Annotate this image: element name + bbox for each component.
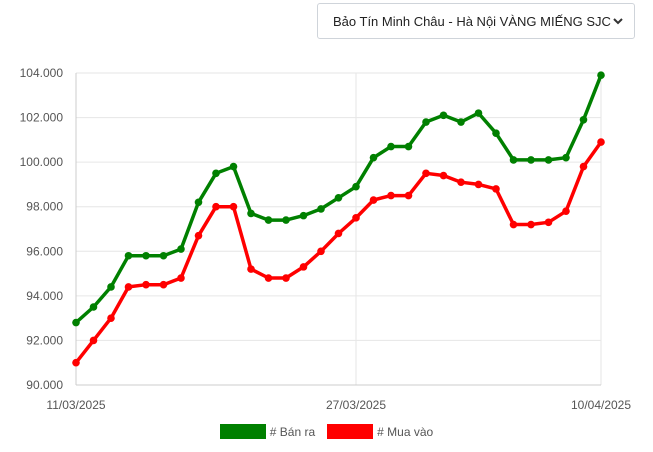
data-point-buy bbox=[72, 358, 80, 367]
data-point-buy bbox=[457, 178, 465, 186]
legend-swatch-sell bbox=[219, 424, 266, 439]
series-layer bbox=[72, 71, 605, 367]
data-point-sell bbox=[142, 251, 150, 260]
data-point-sell bbox=[562, 153, 570, 162]
legend-item-sell[interactable]: # Bán ra bbox=[219, 424, 316, 439]
data-point-buy bbox=[527, 220, 535, 229]
data-point-sell bbox=[387, 142, 395, 151]
x-tick-label: 27/03/2025 bbox=[326, 398, 386, 412]
data-point-buy bbox=[509, 220, 518, 229]
data-point-sell bbox=[352, 182, 360, 191]
data-point-sell bbox=[474, 109, 483, 117]
y-tick-label: 94.000 bbox=[26, 289, 63, 303]
data-point-sell bbox=[72, 318, 80, 327]
data-point-sell bbox=[124, 251, 133, 260]
data-point-sell bbox=[579, 116, 588, 124]
data-point-sell bbox=[212, 169, 220, 178]
legend-label-sell: # Bán ra bbox=[269, 424, 316, 439]
data-point-buy bbox=[107, 314, 115, 322]
data-point-buy bbox=[194, 231, 203, 240]
axes: 90.000 92.000 94.000 96.000 98.000 100.000 102… bbox=[20, 66, 632, 412]
data-point-buy bbox=[177, 274, 185, 282]
data-point-sell bbox=[159, 251, 168, 260]
legend: # Bán ra # Mua vào bbox=[0, 424, 653, 439]
chevron-down-icon bbox=[612, 15, 624, 27]
legend-label-buy: # Mua vào bbox=[377, 424, 434, 439]
legend-swatch-buy bbox=[327, 424, 374, 439]
y-tick-label: 98.000 bbox=[26, 200, 63, 214]
data-point-sell bbox=[527, 156, 535, 164]
data-point-sell bbox=[177, 245, 185, 253]
data-point-buy bbox=[352, 214, 360, 222]
data-point-sell bbox=[439, 111, 448, 120]
data-point-buy bbox=[474, 180, 483, 189]
x-tick-label: 11/03/2025 bbox=[46, 398, 105, 412]
data-point-sell bbox=[422, 118, 430, 126]
data-point-buy bbox=[124, 283, 133, 291]
data-point-buy bbox=[212, 202, 220, 211]
series-line-buy bbox=[74, 141, 603, 364]
store-select-value: Bảo Tín Minh Châu - Hà Nội VÀNG MIẾNG SJ… bbox=[333, 13, 611, 29]
data-point-sell bbox=[229, 162, 238, 171]
store-select[interactable]: Bảo Tín Minh Châu - Hà Nội VÀNG MIẾNG SJ… bbox=[317, 3, 635, 39]
y-tick-label: 90.000 bbox=[26, 378, 63, 392]
data-point-sell bbox=[492, 129, 500, 137]
data-point-sell bbox=[317, 205, 325, 213]
data-point-buy bbox=[264, 274, 273, 282]
data-point-buy bbox=[492, 185, 500, 193]
data-point-buy bbox=[229, 202, 238, 211]
data-point-sell bbox=[282, 216, 290, 224]
data-point-buy bbox=[159, 280, 168, 289]
y-tick-label: 92.000 bbox=[26, 333, 63, 347]
data-point-sell bbox=[334, 194, 343, 202]
data-point-buy bbox=[562, 207, 570, 215]
x-tick-label: 10/04/2025 bbox=[571, 398, 631, 412]
data-point-buy bbox=[369, 196, 378, 204]
data-point-buy bbox=[89, 336, 98, 345]
data-point-buy bbox=[247, 265, 255, 273]
price-line-chart: 90.000 92.000 94.000 96.000 98.000 100.000 102… bbox=[20, 66, 632, 412]
data-point-sell bbox=[509, 156, 518, 164]
data-point-buy bbox=[282, 274, 290, 282]
data-point-buy bbox=[142, 280, 150, 289]
data-point-buy bbox=[299, 263, 308, 271]
data-point-sell bbox=[194, 198, 203, 207]
y-tick-label: 100.000 bbox=[20, 155, 64, 169]
data-point-sell bbox=[369, 153, 378, 162]
data-point-buy bbox=[597, 138, 605, 146]
data-point-sell bbox=[89, 303, 98, 311]
data-point-sell bbox=[544, 156, 553, 164]
data-point-sell bbox=[247, 209, 255, 218]
data-point-sell bbox=[404, 142, 413, 151]
data-point-buy bbox=[334, 229, 343, 238]
data-point-buy bbox=[387, 191, 395, 200]
data-point-buy bbox=[422, 169, 430, 178]
data-point-buy bbox=[439, 171, 448, 180]
data-point-sell bbox=[597, 71, 605, 80]
data-point-buy bbox=[544, 218, 553, 227]
data-point-sell bbox=[107, 283, 115, 291]
data-point-sell bbox=[299, 211, 308, 220]
legend-item-buy[interactable]: # Mua vào bbox=[327, 424, 433, 439]
y-tick-label: 102.000 bbox=[20, 111, 64, 125]
data-point-buy bbox=[579, 162, 588, 171]
data-point-sell bbox=[264, 216, 273, 224]
grid bbox=[75, 72, 602, 386]
data-point-buy bbox=[404, 191, 413, 200]
y-tick-label: 96.000 bbox=[26, 244, 63, 258]
data-point-buy bbox=[317, 247, 325, 256]
y-tick-label: 104.000 bbox=[20, 66, 64, 80]
data-point-sell bbox=[457, 118, 465, 126]
